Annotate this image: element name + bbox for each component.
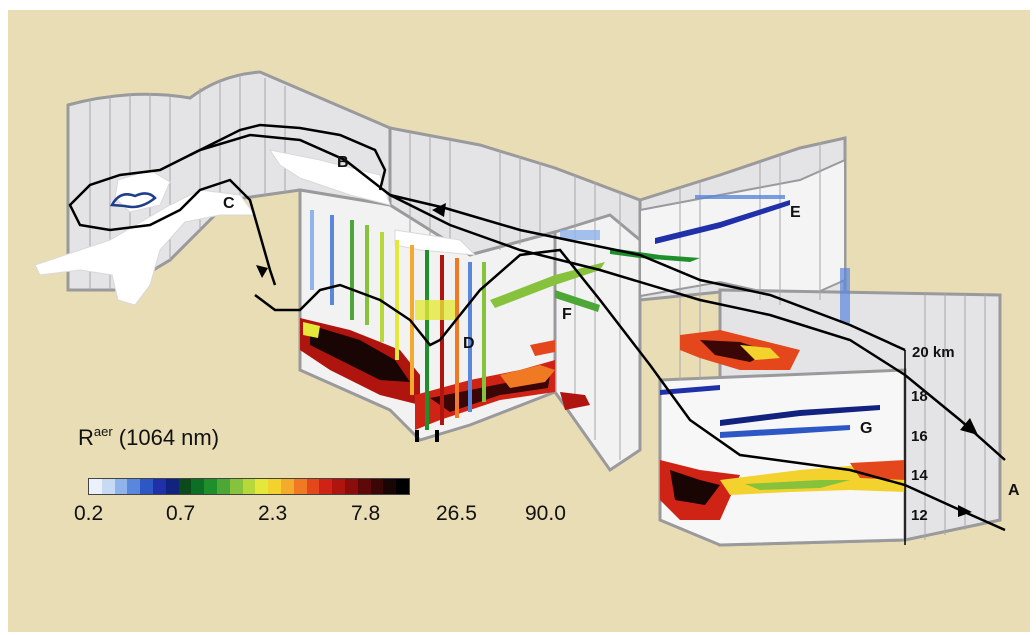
colorbar-swatch (204, 479, 217, 494)
colorbar (88, 478, 410, 495)
colorbar-tick-5: 90.0 (525, 502, 566, 525)
colorbar-swatch (216, 479, 230, 494)
trajectory-b (189, 123, 387, 191)
colorbar-swatch (268, 479, 281, 494)
colorbar-tick-1: 0.7 (166, 502, 196, 525)
colorbar-swatch (242, 479, 256, 494)
colorbar-swatch (127, 479, 141, 494)
colorbar-swatch (383, 479, 397, 494)
colorbar-swatch (152, 479, 166, 494)
cloud-c (34, 189, 256, 306)
label-d: D (463, 335, 475, 352)
colorbar-swatch (396, 479, 409, 494)
label-c: C (223, 195, 235, 212)
colorbar-swatch (344, 479, 358, 494)
colorbar-swatch (332, 479, 345, 494)
colorbar-swatch (101, 479, 115, 494)
altitude-tick-16: 16 (911, 428, 928, 445)
colorbar-swatch (140, 479, 153, 494)
label-b: B (337, 154, 349, 171)
altitude-tick-12: 12 (911, 507, 928, 524)
colorbar-swatch (165, 479, 179, 494)
coast-outline (109, 192, 157, 209)
cloud-b (268, 149, 391, 206)
colorbar-swatch (89, 479, 102, 494)
colorbar-tick-3: 7.8 (351, 502, 381, 525)
colorbar-swatch (178, 479, 192, 494)
colorbar-swatch (229, 479, 243, 494)
colorbar-swatch (319, 479, 333, 494)
arrow-c (256, 265, 268, 278)
arrow-lower-right (958, 505, 972, 517)
colorbar-tick-2: 2.3 (258, 502, 288, 525)
colorbar-swatch (293, 479, 307, 494)
colorbar-swatch (357, 479, 371, 494)
colorbar-tick-0: 0.2 (74, 502, 104, 525)
arrow-upper-right (960, 418, 978, 435)
curtain-wall-e (639, 158, 846, 302)
arrow-middle (432, 203, 446, 217)
colorbar-title: Raer (1064 nm) (78, 424, 220, 450)
colorbar-swatch (306, 479, 320, 494)
colorbar-swatch (370, 479, 384, 494)
aerosol-layers (300, 200, 905, 520)
colorbar-swatch (255, 479, 269, 494)
aerosol-scatter-e (560, 195, 850, 323)
label-g: G (860, 420, 873, 437)
altitude-top-label: 20 km (912, 344, 955, 361)
colorbar-swatch (114, 479, 128, 494)
colorbar-swatch (280, 479, 294, 494)
altitude-tick-14: 14 (911, 467, 928, 484)
altitude-tick-18: 18 (911, 388, 928, 405)
label-f: F (562, 306, 572, 323)
trajectory-e (389, 193, 906, 352)
colorbar-swatch (191, 479, 205, 494)
colorbar-tick-4: 26.5 (436, 502, 477, 525)
label-a: A (1008, 482, 1020, 499)
label-e: E (790, 204, 801, 221)
trajectory-lower (254, 248, 1006, 532)
